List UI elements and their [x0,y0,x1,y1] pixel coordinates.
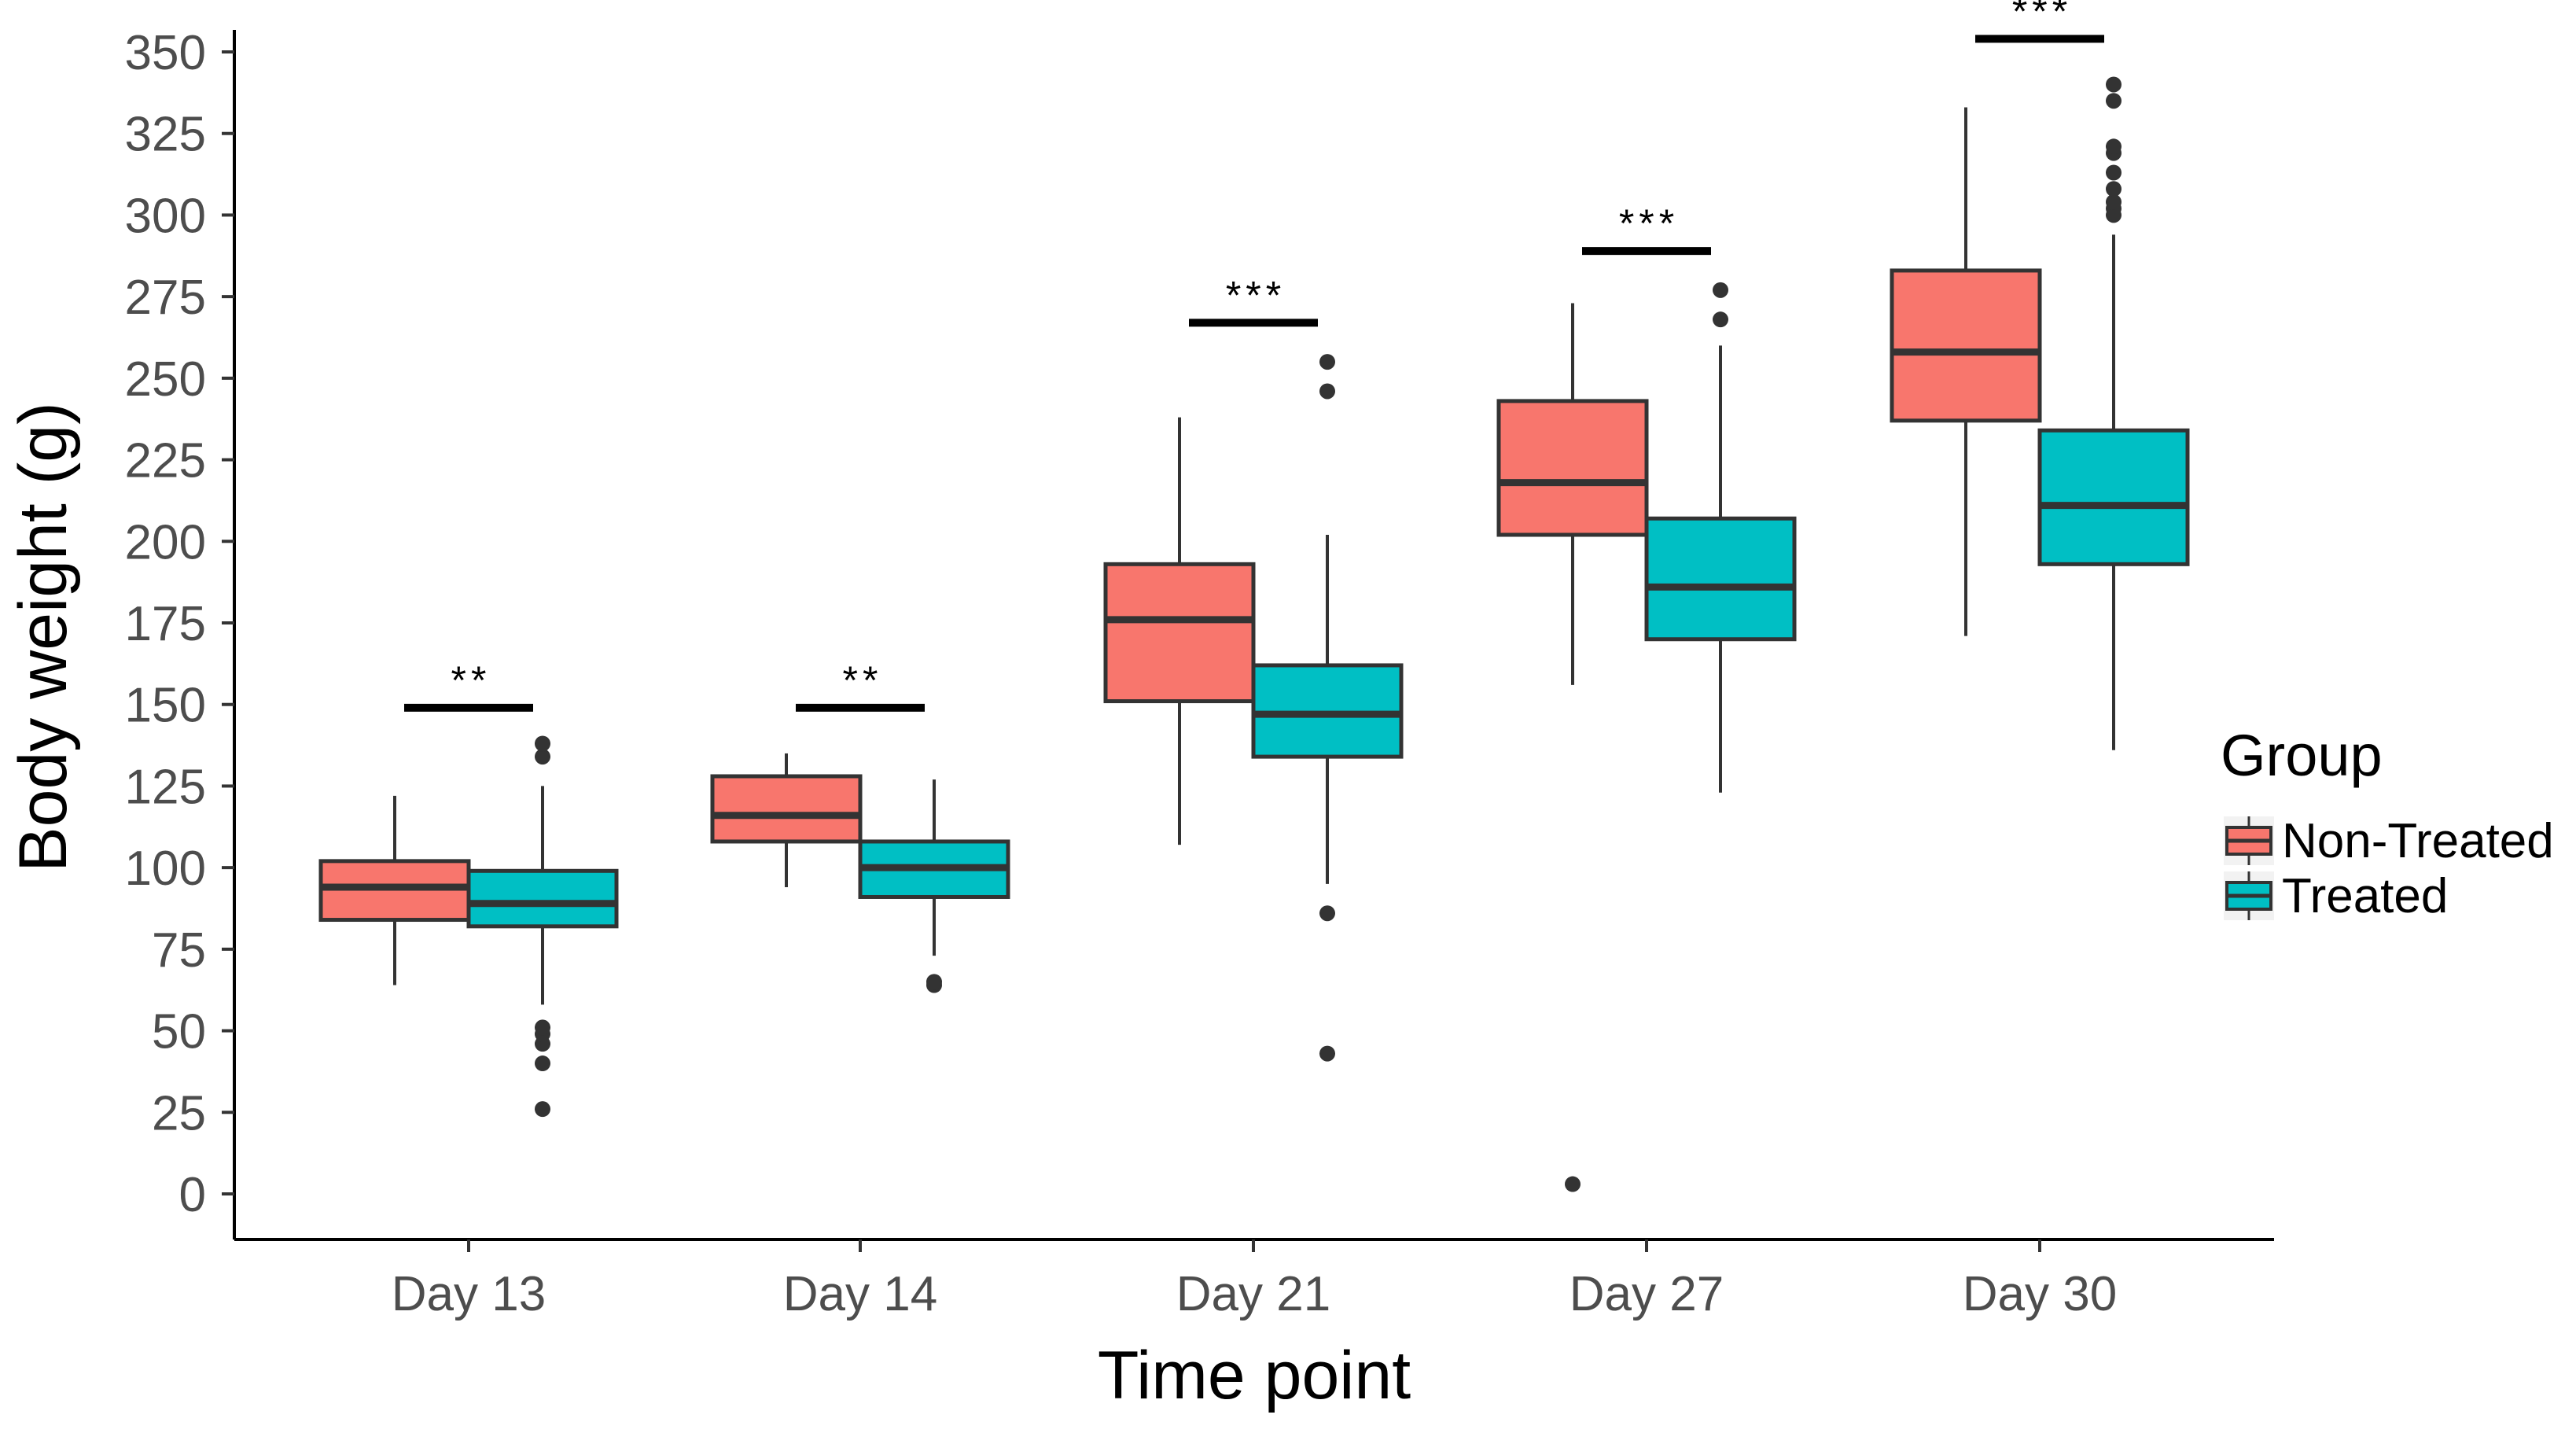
outlier-point [2106,181,2122,197]
box-treated-2 [1251,354,1404,1062]
y-tick-label: 175 [125,597,206,651]
y-tick-label: 150 [125,679,206,733]
y-ticks: 0 25 50 75 100 125 150 175 200 225 250 275 300 325 350 [125,26,234,1222]
x-ticks: Day 13 Day 14 Day 21 Day 27 Day 30 [392,1240,2117,1321]
y-tick-label: 100 [125,842,206,896]
legend-label: Non-Treated [2282,814,2554,868]
outlier-point [2106,76,2122,93]
y-tick-label: 200 [125,515,206,569]
box-treated-0 [466,735,619,1118]
outlier-point [2106,93,2122,109]
significance-label: ** [843,658,883,702]
box-iqr [710,774,863,844]
x-tick-label: Day 14 [783,1267,937,1321]
box-non-treated-4 [1890,107,2042,636]
box-iqr [1890,268,2042,423]
y-axis-title: Body weight (g) [6,402,81,872]
outlier-point [2106,164,2122,181]
y-tick-label: 350 [125,26,206,80]
box-non-treated-1 [710,753,863,888]
box-treated-1 [858,779,1010,993]
outlier-point [535,1101,550,1118]
box-non-treated-3 [1496,303,1649,1192]
box-iqr [2037,428,2190,566]
y-tick-label: 300 [125,189,206,243]
y-tick-label: 275 [125,271,206,325]
outlier-point [1713,311,1728,328]
outlier-point [535,735,550,752]
box-non-treated-0 [318,795,471,985]
outlier-point [535,1055,550,1072]
x-axis-title: Time point [1098,1338,1411,1413]
legend-key-non-treated: Non-Treated [2224,814,2554,868]
outlier-point [1713,282,1728,298]
outlier-point [1319,1045,1335,1062]
box-iqr [1103,562,1256,704]
y-tick-label: 0 [179,1168,206,1222]
box-iqr [1644,516,1797,642]
significance-label: *** [1226,273,1286,317]
outlier-point [1319,354,1335,370]
outlier-point [926,974,942,990]
box-treated-3 [1644,282,1797,793]
x-tick-label: Day 21 [1176,1267,1330,1321]
y-tick-label: 25 [152,1086,206,1140]
significance-label: ** [451,658,491,702]
outlier-point [2106,193,2122,210]
outlier-point [535,749,550,765]
significance-label: *** [2012,0,2072,33]
legend-title: Group [2221,723,2383,788]
outlier-point [535,1019,550,1036]
outlier-point [1319,905,1335,922]
boxes [318,76,2190,1192]
x-tick-label: Day 30 [1963,1267,2117,1321]
box-treated-4 [2037,76,2190,750]
outlier-point [2106,138,2122,155]
legend-key-treated: Treated [2224,869,2448,923]
y-tick-label: 125 [125,760,206,814]
y-tick-label: 50 [152,1005,206,1059]
y-tick-label: 325 [125,108,206,162]
box-non-treated-2 [1103,417,1256,845]
legend-label: Treated [2282,869,2448,923]
x-tick-label: Day 13 [392,1267,546,1321]
significance-markers: ** *********** [404,0,2104,712]
box-iqr [1496,399,1649,537]
outlier-point [1565,1176,1581,1192]
y-tick-label: 225 [125,434,206,488]
y-tick-label: 250 [125,352,206,407]
y-tick-label: 75 [152,923,206,978]
x-tick-label: Day 27 [1570,1267,1724,1321]
significance-label: *** [1619,201,1679,245]
outlier-point [1319,383,1335,400]
box-iqr [466,868,619,929]
